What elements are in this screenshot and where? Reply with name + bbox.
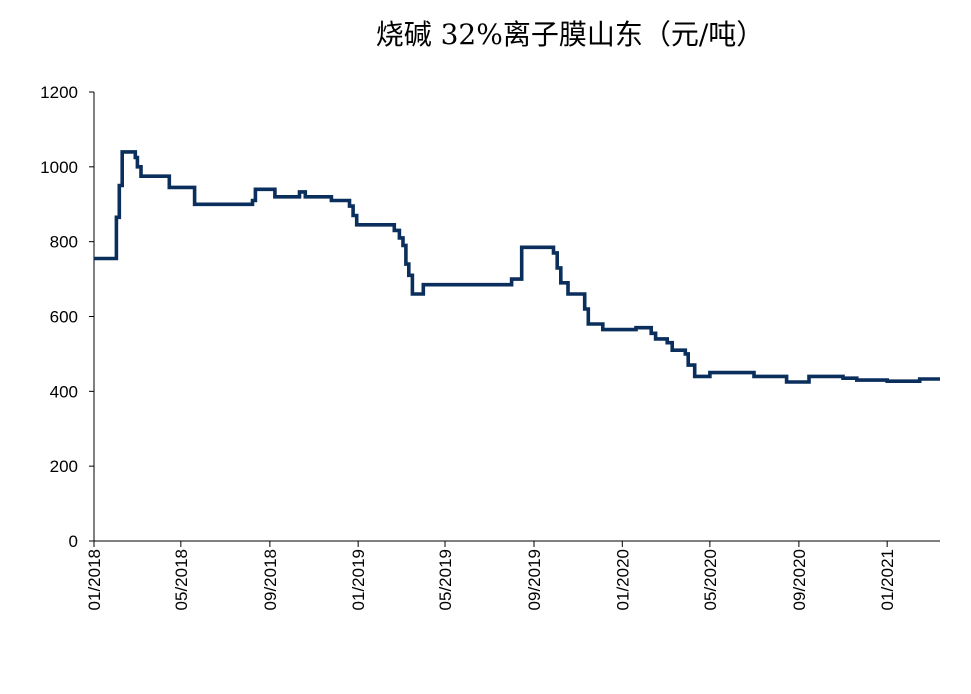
chart-title: 烧碱 32%离子膜山东（元/吨） xyxy=(376,18,765,51)
x-tick-label: 01/2020 xyxy=(613,549,632,610)
y-tick-label: 800 xyxy=(50,233,78,252)
y-tick-label: 600 xyxy=(50,308,78,327)
x-tick-label: 01/2019 xyxy=(349,549,368,610)
x-tick-label: 05/2018 xyxy=(172,549,191,610)
y-tick-label: 0 xyxy=(69,532,78,551)
axes xyxy=(89,91,940,547)
x-tick-label: 05/2020 xyxy=(701,549,720,610)
x-tick-label: 05/2019 xyxy=(436,549,455,610)
x-tick-label: 01/2018 xyxy=(85,549,104,610)
x-tick-label: 01/2021 xyxy=(878,549,897,610)
y-tick-label: 1000 xyxy=(40,158,78,177)
y-tick-label: 200 xyxy=(50,457,78,476)
x-tick-label: 09/2018 xyxy=(261,549,280,610)
tick-labels: 0 200 400 600 800 1000 1200 01/2018 05/2018 09/20… xyxy=(40,83,897,610)
y-tick-label: 400 xyxy=(50,382,78,401)
y-tick-label: 1200 xyxy=(40,83,78,102)
x-tick-label: 09/2019 xyxy=(525,549,544,610)
x-tick-label: 09/2020 xyxy=(790,549,809,610)
price-line xyxy=(94,150,940,384)
